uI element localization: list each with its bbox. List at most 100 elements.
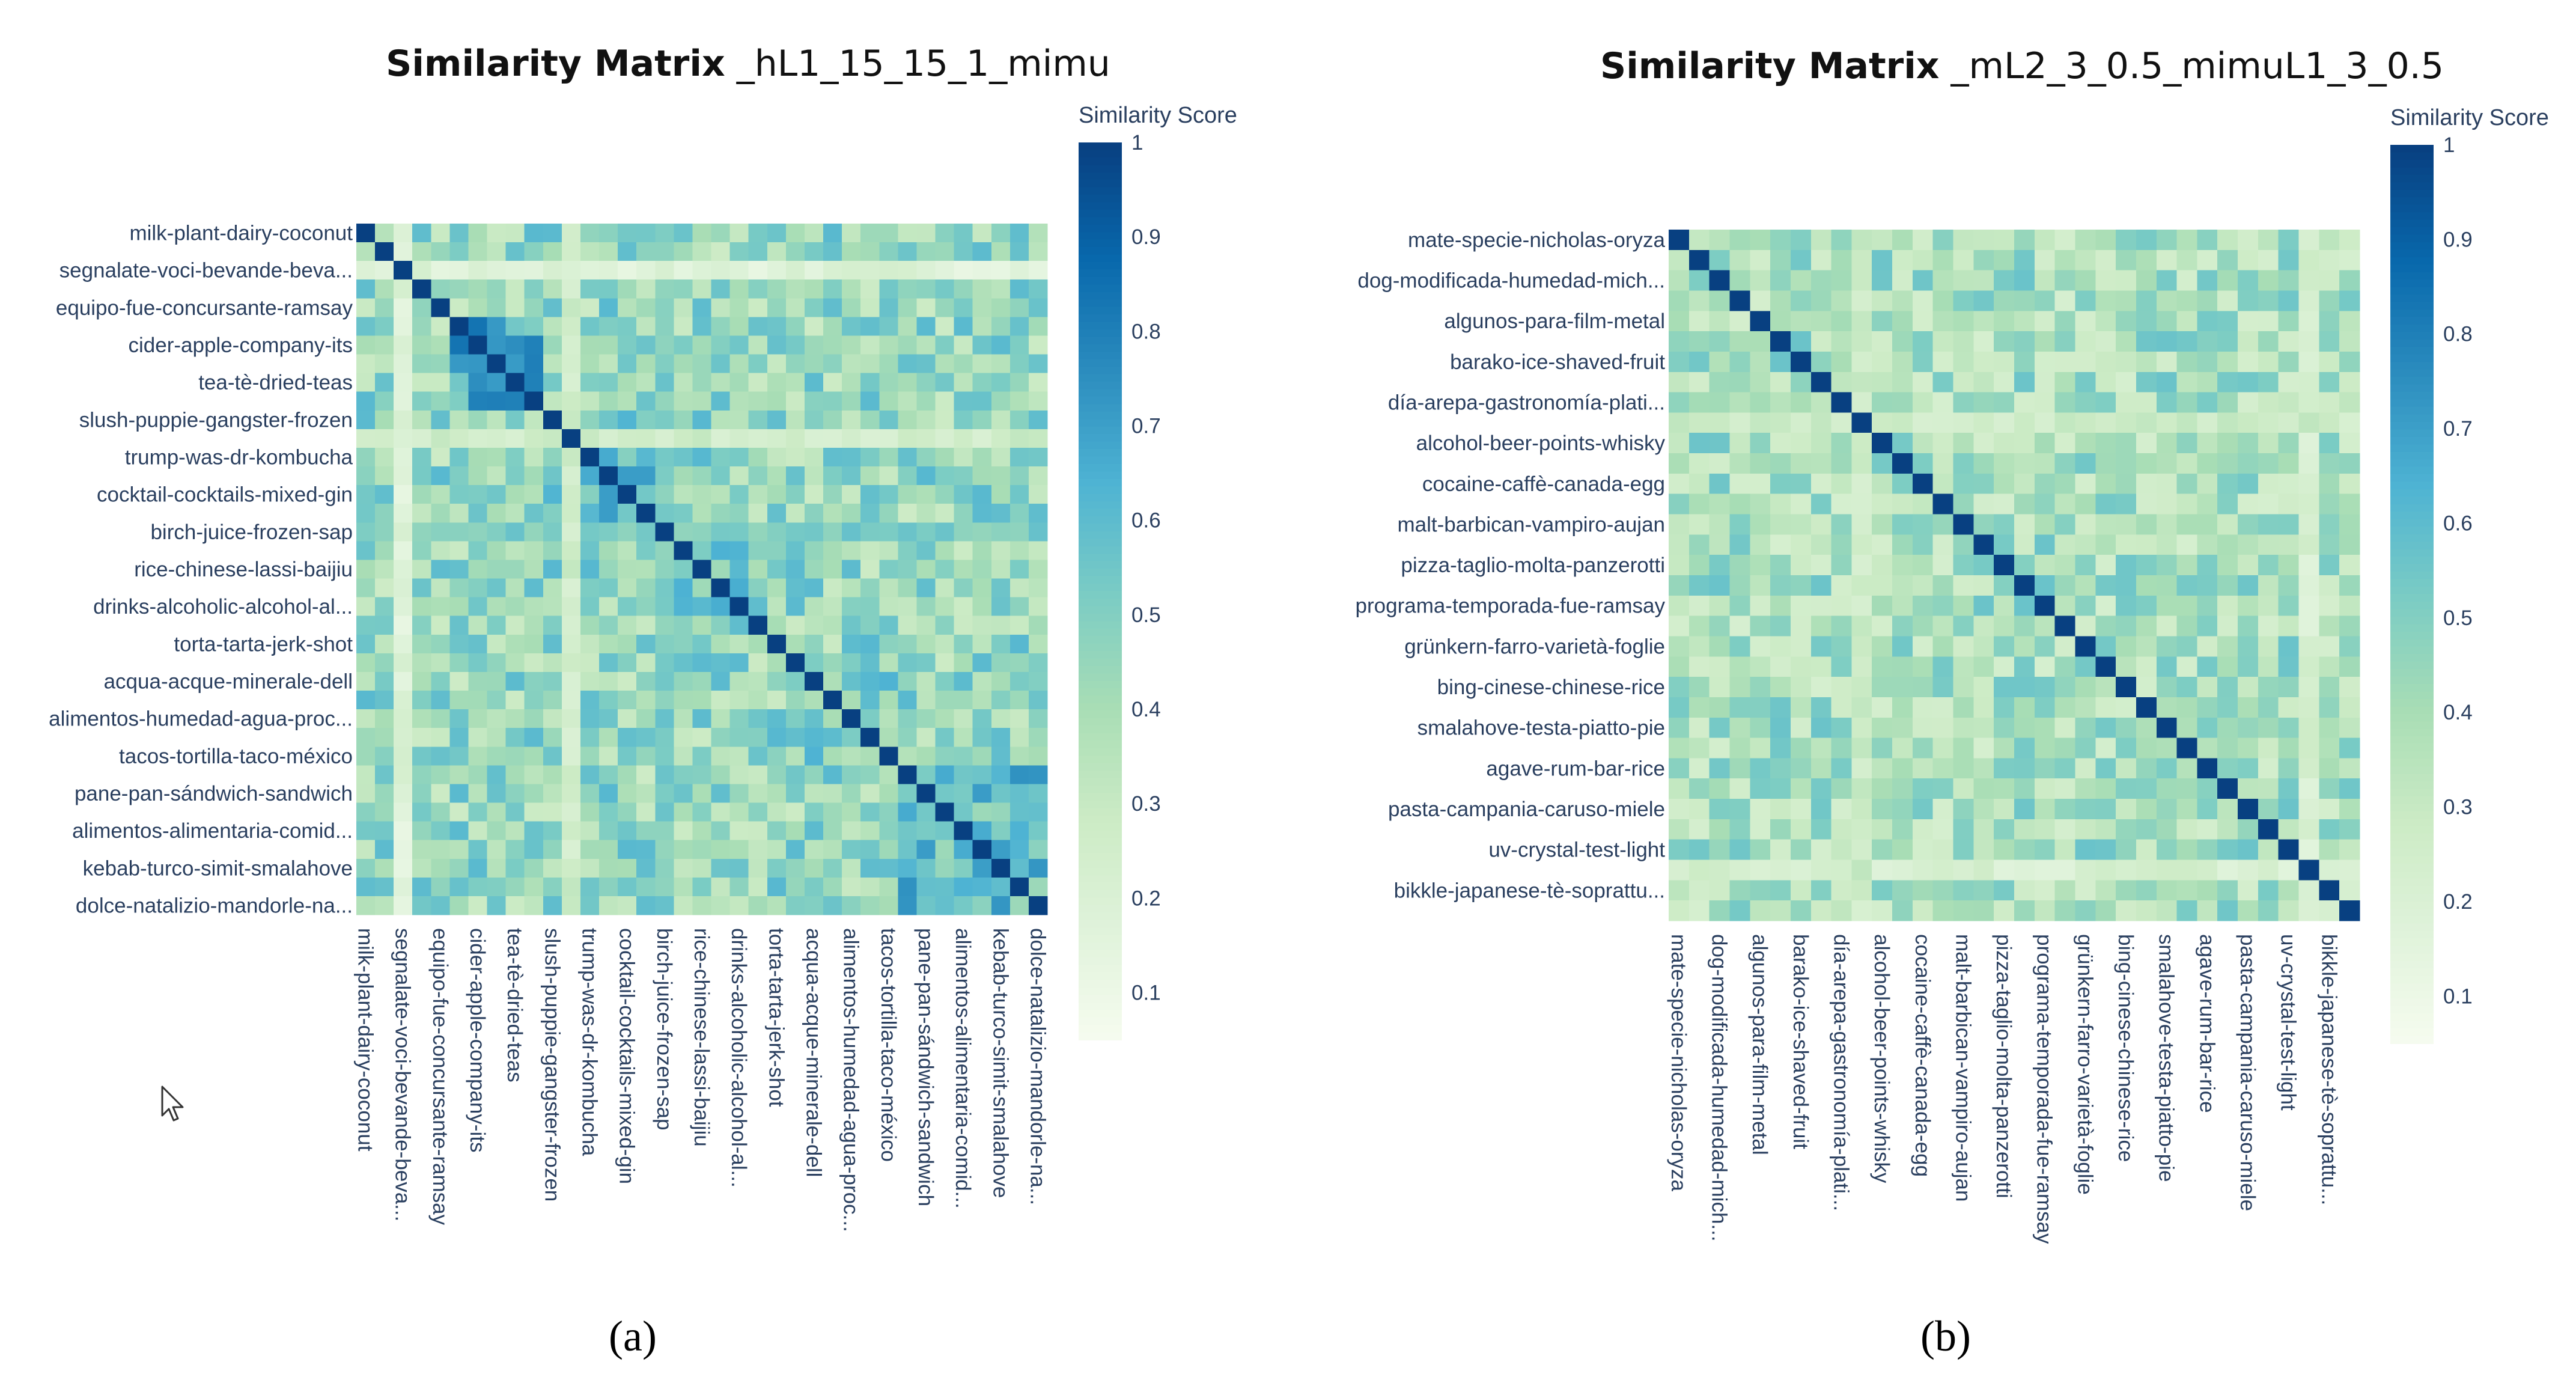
heatmap-cell [1973, 839, 1994, 861]
heatmap-cell [375, 279, 394, 299]
heatmap-cell [1790, 473, 1812, 495]
heatmap-cell [1750, 371, 1771, 393]
heatmap-cell [2054, 392, 2076, 414]
heatmap-cell [449, 242, 469, 261]
heatmap-cell [2176, 433, 2198, 454]
colorbar-segment [2390, 826, 2434, 834]
heatmap-cell [1009, 840, 1029, 860]
heatmap-cell [2258, 697, 2279, 718]
colorbar-segment [2390, 572, 2434, 580]
colorbar-segment [2390, 864, 2434, 872]
heatmap-cell [1709, 493, 1731, 515]
heatmap-cell [2278, 860, 2300, 881]
heatmap-cell [2156, 534, 2178, 555]
heatmap-cell [711, 765, 731, 785]
heatmap-cell [1729, 880, 1750, 901]
heatmap-cell [1892, 473, 1913, 495]
heatmap-cell [356, 821, 376, 841]
heatmap-cell [2116, 656, 2137, 677]
heatmap-cell [356, 671, 376, 691]
heatmap-cell [804, 298, 824, 317]
heatmap-cell [2156, 697, 2178, 718]
heatmap-cell [1932, 412, 1954, 433]
x-tick-label: alimentos-humedad-agua-proc... [839, 928, 863, 1232]
colorbar-segment [2390, 587, 2434, 595]
heatmap-cell [412, 504, 431, 523]
heatmap-cell [804, 560, 824, 579]
colorbar-segment [2390, 811, 2434, 820]
heatmap-cell [449, 747, 469, 766]
heatmap-cell [580, 298, 600, 317]
colorbar-segment [2390, 698, 2434, 707]
heatmap-cell [916, 391, 936, 411]
heatmap-cell [524, 504, 544, 523]
heatmap-cell [468, 429, 488, 448]
heatmap-cell [916, 261, 936, 280]
heatmap-cell [2319, 311, 2340, 332]
colorbar-segment [2390, 646, 2434, 655]
heatmap-cell [1851, 249, 1872, 271]
heatmap-cell [2054, 778, 2076, 799]
heatmap-cell [655, 261, 674, 280]
heatmap-cell [2319, 778, 2340, 799]
heatmap-cell [2014, 819, 2035, 840]
heatmap-cell [636, 615, 656, 635]
heatmap-cell [2156, 758, 2178, 779]
heatmap-cell [1912, 839, 1934, 861]
heatmap-cell [543, 560, 562, 579]
heatmap-cell [1688, 270, 1710, 292]
heatmap-cell [2156, 860, 2178, 881]
y-tick-label: bing-cinese-chinese-rice [1437, 676, 1665, 699]
heatmap-cell [1028, 615, 1048, 635]
heatmap-cell [561, 410, 581, 430]
heatmap-cell [785, 391, 805, 411]
heatmap-cell [898, 261, 918, 280]
colorbar-segment [2390, 789, 2434, 797]
heatmap-cell [767, 840, 787, 860]
heatmap-cell [1028, 242, 1048, 261]
heatmap-cell [636, 728, 656, 747]
heatmap-cell [1994, 595, 2015, 617]
x-tick-label: tacos-tortilla-taco-méxico [877, 928, 900, 1162]
heatmap-cell [375, 410, 394, 430]
colorbar-segment [2390, 759, 2434, 767]
heatmap-cell [1790, 392, 1812, 414]
heatmap-cell [1831, 534, 1853, 555]
y-tick-label: alimentos-alimentaria-comid... [72, 819, 353, 843]
heatmap-cell [1009, 335, 1029, 355]
heatmap-cell [2014, 290, 2035, 311]
heatmap-cell [468, 560, 488, 579]
heatmap-cell [2298, 697, 2319, 718]
heatmap-cell [524, 578, 544, 598]
heatmap-cell [1750, 656, 1771, 677]
heatmap-cell [1994, 737, 2015, 759]
heatmap-cell [618, 298, 637, 317]
heatmap-cell [580, 858, 600, 878]
heatmap-cell [2258, 371, 2279, 393]
heatmap-cell [431, 242, 450, 261]
heatmap-cell [375, 560, 394, 579]
heatmap-cell [692, 765, 712, 785]
heatmap-cell [860, 224, 880, 243]
heatmap-cell [2339, 860, 2360, 881]
heatmap-cell [487, 896, 507, 915]
colorbar-segment [2390, 1006, 2434, 1014]
heatmap-cell [655, 560, 674, 579]
heatmap-cell [356, 391, 376, 411]
heatmap-cell [1770, 249, 1791, 271]
colorbar-segment [2390, 654, 2434, 662]
colorbar-segment [2390, 834, 2434, 842]
colorbar-segment [2390, 1021, 2434, 1029]
heatmap-cell [2298, 778, 2319, 799]
heatmap-cell [729, 802, 749, 822]
heatmap-cell [898, 765, 918, 785]
x-tick-label: torta-tarta-jerk-shot [764, 928, 788, 1107]
heatmap-cell [2258, 290, 2279, 311]
heatmap-cell [991, 784, 1011, 804]
heatmap-cell [1028, 597, 1048, 617]
heatmap-cell [972, 840, 992, 860]
heatmap-cell [1669, 778, 1690, 799]
heatmap-cell [748, 840, 768, 860]
heatmap-cell [1872, 453, 1893, 474]
heatmap-cell [692, 485, 712, 504]
